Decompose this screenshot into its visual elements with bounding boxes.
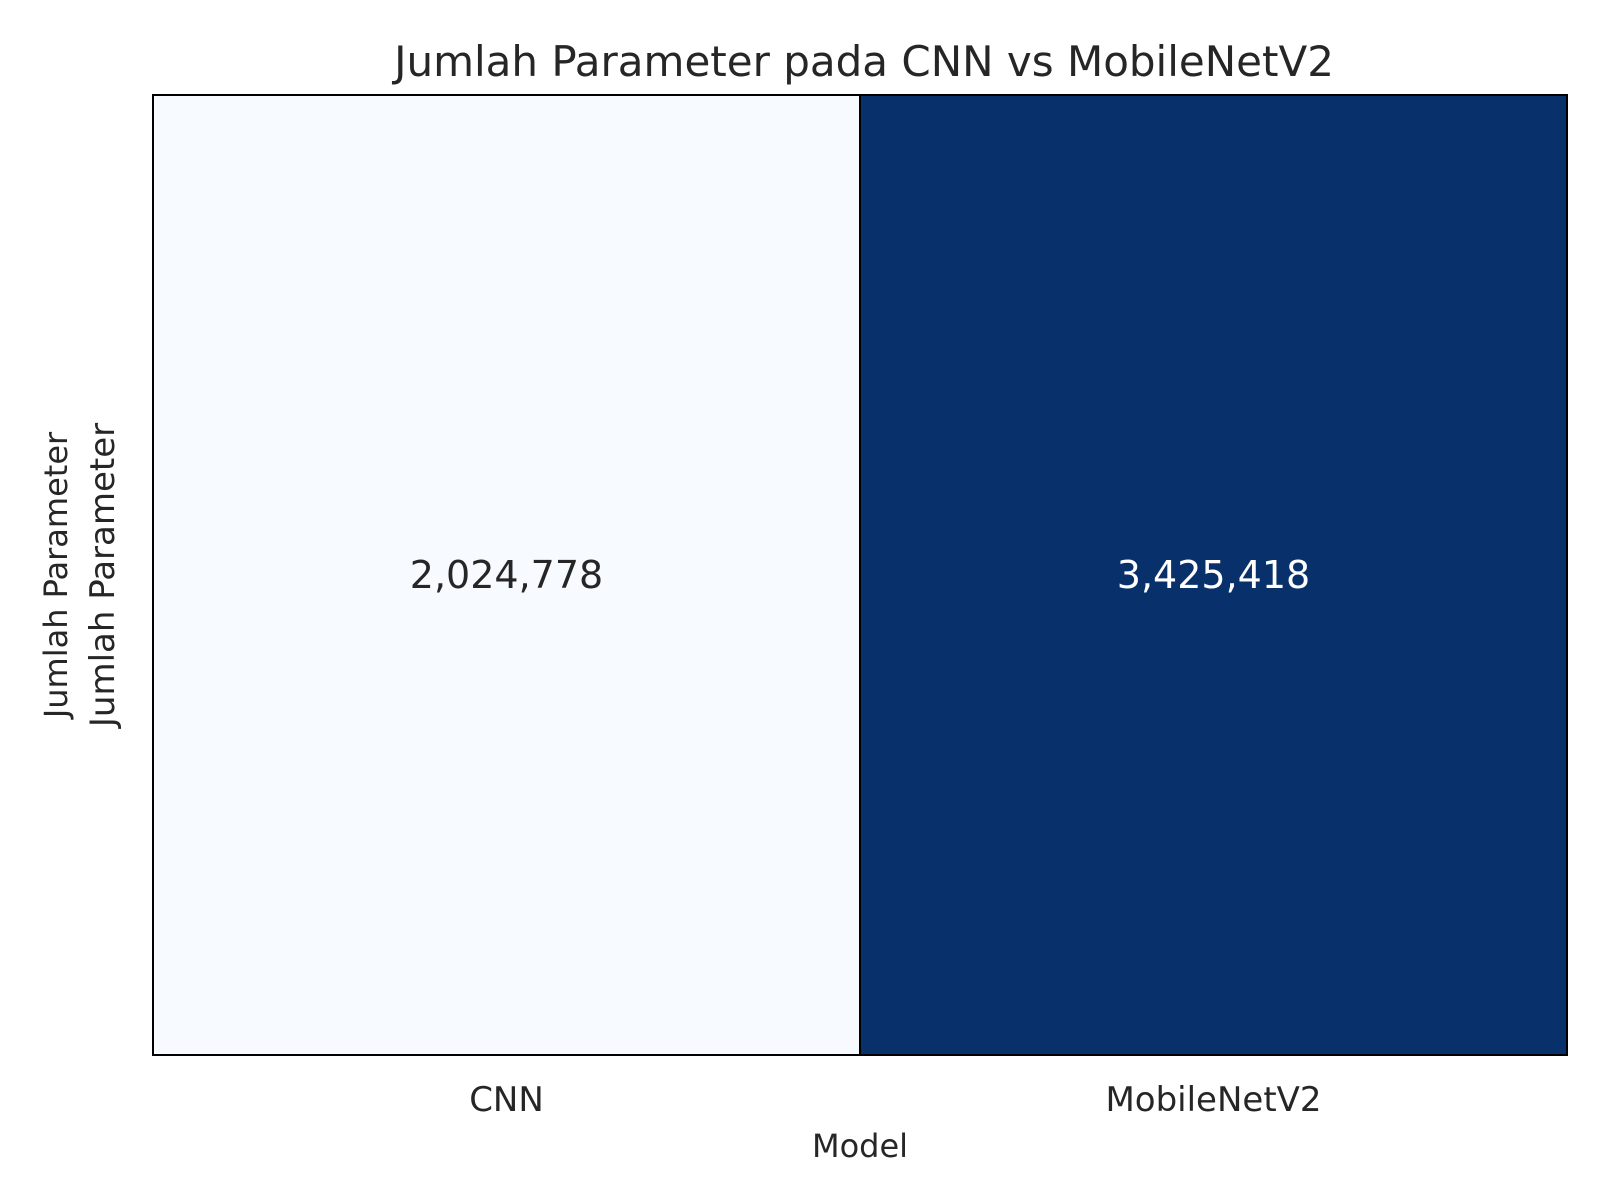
cell-value-label: 3,425,418 [1117, 553, 1310, 597]
heatmap-cell-cnn [153, 95, 860, 1055]
x-tick-label: CNN [469, 1080, 544, 1120]
x-axis-label: Model [812, 1127, 908, 1165]
cell-value-label: 2,024,778 [410, 553, 603, 597]
y-row-label: Jumlah Parameter [83, 423, 123, 729]
plot-frame [152, 94, 1568, 1056]
heatmap-cells: 2,024,778 3,425,418 [153, 95, 1567, 1055]
x-tick-labels: CNN MobileNetV2 [469, 1080, 1321, 1120]
heatmap-cell-mobilenetv2 [860, 95, 1567, 1055]
chart-title: Jumlah Parameter pada CNN vs MobileNetV2 [391, 37, 1334, 86]
x-tick-label: MobileNetV2 [1105, 1080, 1321, 1120]
y-axis-label: Jumlah Parameter [37, 431, 75, 720]
